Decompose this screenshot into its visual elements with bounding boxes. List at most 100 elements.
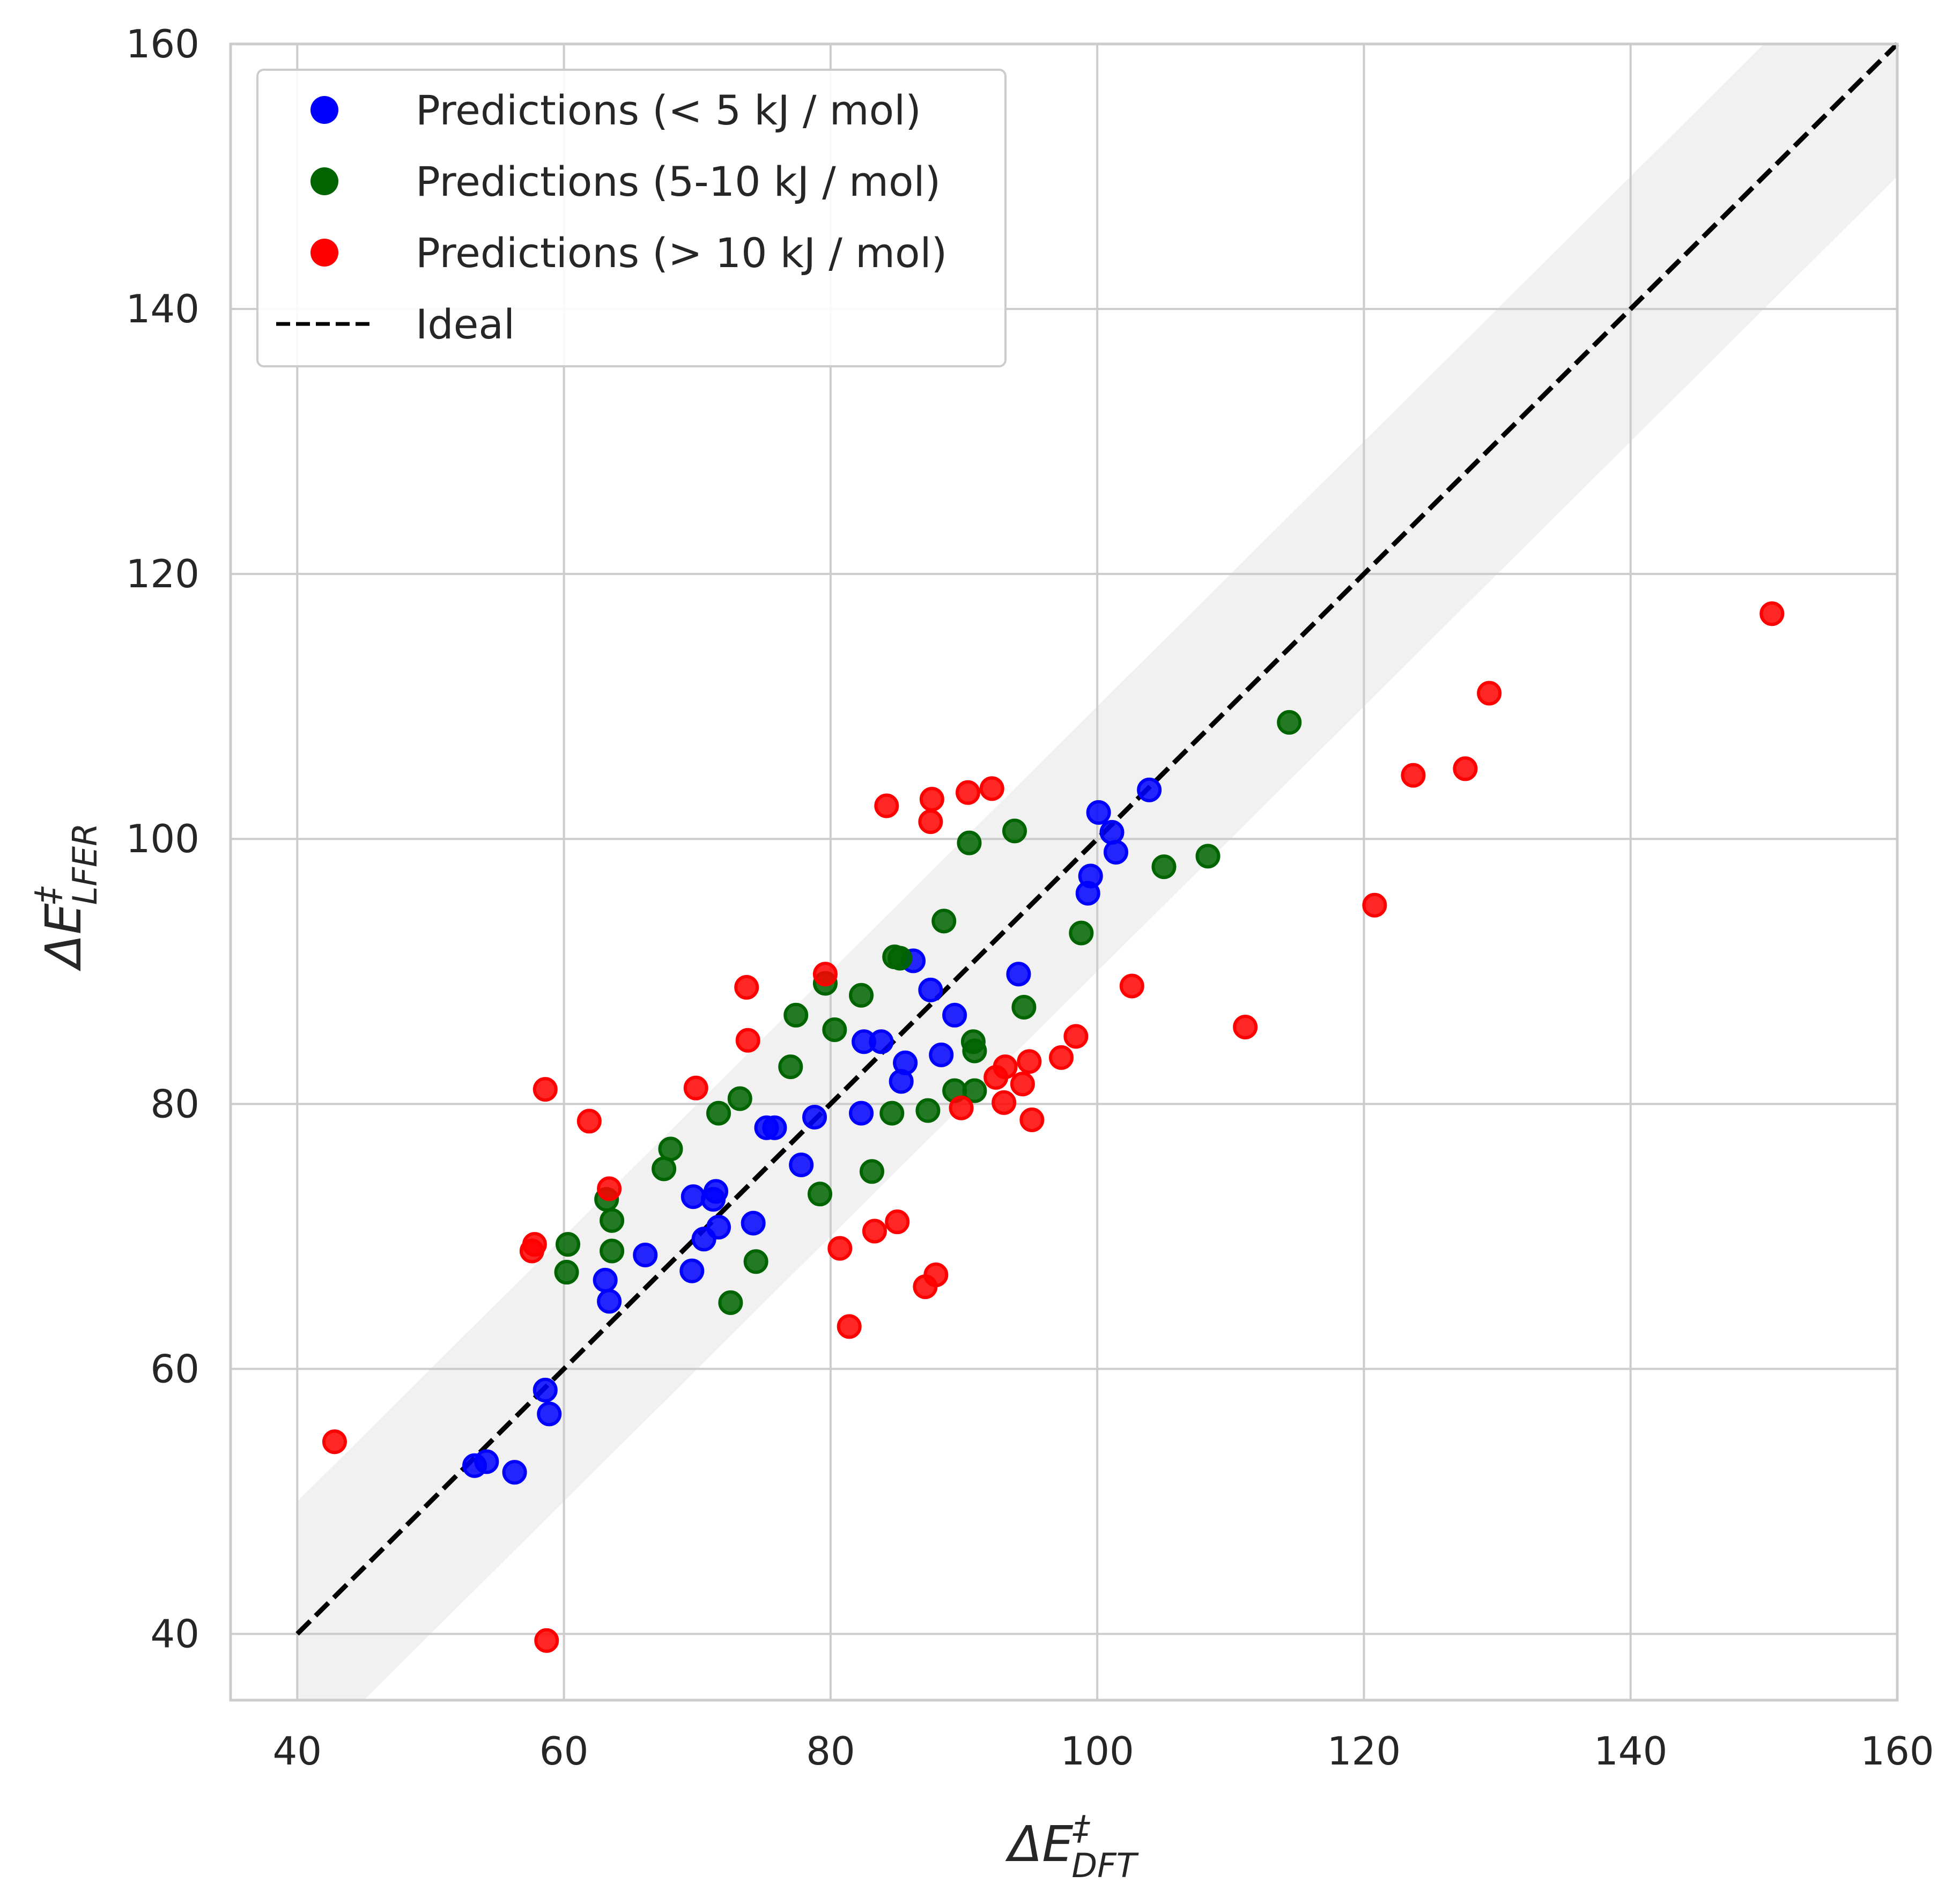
data-point-series-2 xyxy=(849,983,874,1008)
data-point-series-3 xyxy=(735,1028,760,1053)
data-point-series-3 xyxy=(979,776,1004,801)
data-point-series-2 xyxy=(962,1078,987,1103)
data-point-series-1 xyxy=(597,1289,622,1314)
data-point-series-3 xyxy=(918,809,943,835)
data-point-series-2 xyxy=(743,1249,768,1274)
data-point-series-2 xyxy=(718,1290,743,1315)
data-point-series-1 xyxy=(474,1449,499,1474)
data-point-series-1 xyxy=(893,1050,918,1075)
x-tick-label: 100 xyxy=(1060,1729,1134,1774)
data-point-series-2 xyxy=(887,946,913,971)
legend-marker-series-2 xyxy=(310,167,338,195)
legend-marker-series-1 xyxy=(310,96,338,124)
y-axis-label: ΔE‡LFER xyxy=(28,823,105,972)
x-axis-label-sup: ‡ xyxy=(1072,1808,1090,1848)
data-point-series-3 xyxy=(532,1077,558,1102)
data-point-series-1 xyxy=(942,1002,967,1028)
data-point-series-1 xyxy=(802,1105,827,1130)
data-point-series-2 xyxy=(1195,844,1221,869)
y-tick-label: 120 xyxy=(126,551,199,596)
data-point-series-3 xyxy=(1233,1015,1258,1040)
data-point-series-2 xyxy=(957,830,982,855)
data-point-series-2 xyxy=(962,1038,987,1064)
y-tick-label: 100 xyxy=(126,816,199,861)
y-tick-label: 160 xyxy=(126,21,199,67)
data-point-series-2 xyxy=(1151,854,1177,880)
ideal-line xyxy=(295,42,1899,1636)
data-point-series-1 xyxy=(532,1377,558,1402)
data-point-series-1 xyxy=(593,1267,618,1293)
x-tick-label: 120 xyxy=(1327,1729,1401,1774)
data-point-series-2 xyxy=(931,909,957,934)
data-point-series-1 xyxy=(704,1179,729,1204)
data-point-series-1 xyxy=(762,1115,787,1140)
data-point-series-3 xyxy=(1759,601,1785,626)
data-point-series-1 xyxy=(537,1401,562,1427)
data-point-series-2 xyxy=(706,1101,731,1126)
x-tick-label: 140 xyxy=(1594,1729,1667,1774)
data-point-series-3 xyxy=(1049,1045,1074,1070)
data-point-series-1 xyxy=(681,1184,706,1209)
data-point-series-3 xyxy=(993,1054,1018,1080)
data-point-series-3 xyxy=(919,787,944,812)
legend: Predictions (< 5 kJ / mol) Predictions (5… xyxy=(256,69,1007,367)
y-tick-label: 80 xyxy=(150,1081,199,1126)
data-point-series-1 xyxy=(849,1101,874,1126)
data-point-series-2 xyxy=(658,1136,683,1162)
data-point-series-1 xyxy=(741,1210,766,1236)
data-point-series-2 xyxy=(600,1208,625,1233)
data-point-series-3 xyxy=(885,1209,910,1235)
legend-label-series-1: Predictions (< 5 kJ / mol) xyxy=(416,86,921,134)
y-tick-labels: 40 60 80 100 120 140 160 xyxy=(126,21,199,1656)
y-axis-label-sub: LFER xyxy=(65,823,105,905)
x-axis-label: ΔE‡ DFT xyxy=(1005,1808,1138,1885)
legend-label-series-2: Predictions (5-10 kJ / mol) xyxy=(416,158,941,205)
ideal-line-layer xyxy=(295,42,1899,1636)
data-point-series-3 xyxy=(597,1176,622,1201)
data-point-series-2 xyxy=(778,1054,803,1080)
data-point-series-1 xyxy=(502,1460,527,1485)
x-axis-label-base: ΔE xyxy=(1005,1815,1073,1873)
data-point-series-2 xyxy=(783,1002,809,1028)
data-point-series-1 xyxy=(633,1242,658,1267)
data-point-series-1 xyxy=(1078,863,1103,889)
x-tick-labels: 40 60 80 100 120 140 160 xyxy=(273,1729,1934,1774)
data-point-series-1 xyxy=(1086,800,1111,825)
data-point-series-1 xyxy=(1103,839,1128,865)
data-point-series-3 xyxy=(1017,1049,1042,1074)
data-point-series-2 xyxy=(727,1086,752,1111)
data-point-series-2 xyxy=(822,1017,847,1042)
data-point-series-3 xyxy=(1362,892,1387,918)
data-point-series-2 xyxy=(1002,818,1027,844)
data-point-series-2 xyxy=(1011,994,1037,1020)
data-point-series-3 xyxy=(683,1075,708,1101)
x-tick-label: 60 xyxy=(539,1729,589,1774)
data-point-series-2 xyxy=(879,1101,905,1126)
legend-box xyxy=(256,69,1007,367)
data-point-series-3 xyxy=(837,1314,862,1339)
y-axis-label-sup: ‡ xyxy=(28,886,67,904)
data-point-series-1 xyxy=(789,1152,814,1177)
data-point-series-2 xyxy=(807,1182,832,1207)
data-point-series-2 xyxy=(859,1159,884,1184)
legend-label-series-3: Predictions (> 10 kJ / mol) xyxy=(416,229,947,277)
data-point-series-3 xyxy=(1019,1107,1045,1132)
data-point-series-2 xyxy=(915,1098,941,1123)
data-point-series-3 xyxy=(992,1090,1017,1115)
data-point-series-2 xyxy=(556,1232,581,1257)
data-point-series-3 xyxy=(522,1232,547,1257)
data-point-series-1 xyxy=(1006,962,1031,987)
plot-frame xyxy=(229,42,1899,1702)
data-point-series-3 xyxy=(534,1628,559,1653)
legend-marker-series-3 xyxy=(310,239,338,267)
data-point-series-3 xyxy=(812,962,838,987)
data-point-series-1 xyxy=(1137,777,1162,802)
data-point-series-3 xyxy=(1063,1024,1089,1049)
x-tick-label: 160 xyxy=(1860,1729,1934,1774)
data-point-series-1 xyxy=(869,1029,894,1054)
data-point-series-3 xyxy=(322,1429,347,1455)
x-tick-label: 80 xyxy=(806,1729,855,1774)
y-tick-label: 60 xyxy=(150,1346,199,1391)
x-axis-label-sub: DFT xyxy=(1071,1846,1138,1885)
